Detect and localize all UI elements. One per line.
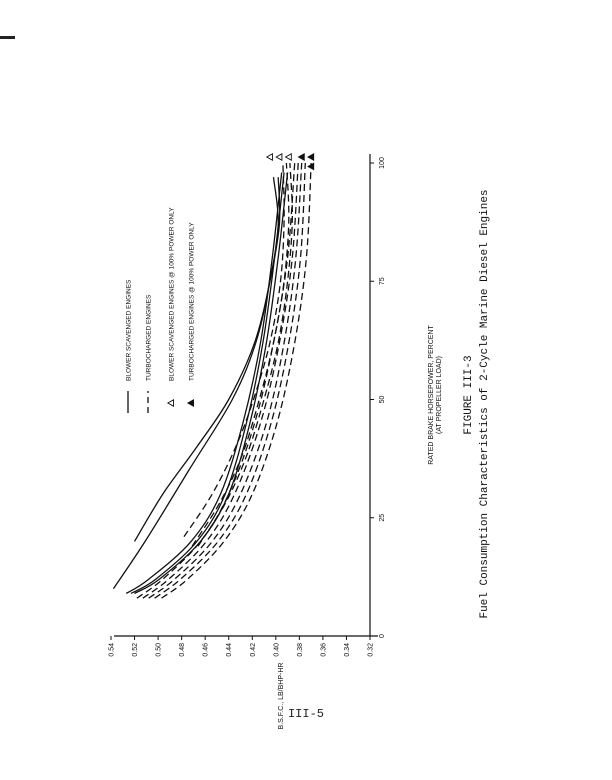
y-tick-label: 0.48 (179, 643, 186, 657)
y-tick-label: 0.46 (203, 643, 210, 657)
blower-100pct-marker (265, 153, 273, 161)
blower-scavenged-engine-curve (134, 172, 289, 594)
x-tick-label: 50 (379, 396, 386, 404)
turbocharged-100pct-marker (307, 162, 315, 171)
legend-filled-triangle-icon (186, 399, 195, 407)
turbocharged-engine-curve (136, 162, 296, 599)
legend-label: BLOWER SCAVENGED ENGINES @ 100% POWER ON… (169, 207, 176, 381)
x-tick-label: 25 (379, 514, 386, 522)
plot-area: 0.54 0.52 0.50 0.48 0.46 0.44 0.42 0.40 0.38 0.36… (109, 153, 386, 657)
legend-open-triangle-icon (166, 399, 175, 407)
y-tick-label: 0.42 (250, 643, 257, 657)
chart-title: Fuel Consumption Characteristics of 2-Cy… (479, 189, 491, 618)
axis-labels: B.S.F.C., LB/BHP-HR RATED BRAKE HORSEPOW… (278, 189, 491, 729)
turbocharged-100pct-marker (307, 153, 315, 161)
turbocharged-engine-curve (148, 162, 303, 599)
legend: BLOWER SCAVENGED ENGINES TURBOCHARGED ENG… (126, 207, 196, 413)
y-tick-label: 0.34 (344, 643, 351, 657)
legend-label: BLOWER SCAVENGED ENGINES (126, 279, 133, 381)
turbocharged-engine-curve (142, 162, 299, 599)
y-tick-label: 0.32 (368, 643, 375, 657)
x-tick-label: 75 (379, 277, 386, 285)
legend-label: TURBOCHARGED ENGINES (146, 294, 153, 381)
y-tick-label: 0.54 (109, 643, 116, 657)
turbocharged-100pct-marker (297, 153, 305, 161)
blower-scavenged-engine-curve (112, 177, 279, 590)
y-tick-label: 0.40 (273, 643, 280, 657)
blower-scavenged-engine-curve (130, 172, 285, 594)
legend-label: TURBOCHARGED ENGINES @ 100% POWER ONLY (189, 222, 196, 381)
y-tick-label: 0.50 (156, 643, 163, 657)
turbocharged-engine-curve (197, 162, 293, 547)
x-axis-title: RATED BRAKE HORSEPOWER, PERCENT (428, 325, 435, 465)
blower-scavenged-engine-curve (125, 172, 283, 594)
y-tick-label: 0.52 (132, 643, 139, 657)
x-tick-label: 100 (379, 157, 386, 169)
x-axis-subtitle: (AT PROPELLER LOAD) (436, 356, 443, 434)
turbocharged-engine-curve (191, 162, 290, 547)
y-tick-label: 0.44 (226, 643, 233, 657)
turbocharged-engine-curve (161, 162, 312, 599)
y-axis-title: B.S.F.C., LB/BHP-HR (278, 663, 285, 730)
scan-edge-mark (0, 36, 15, 39)
y-tick-label: 0.38 (297, 643, 304, 657)
turbocharged-engine-curve (154, 162, 306, 599)
page-number: III-5 (287, 707, 324, 721)
x-tick-label: 0 (379, 634, 386, 638)
turbocharged-engine-curve (183, 162, 285, 538)
figure-number: FIGURE III-3 (463, 355, 475, 434)
blower-100pct-marker (275, 153, 283, 161)
blower-100pct-marker (284, 153, 292, 161)
y-tick-label: 0.36 (320, 643, 327, 657)
blower-scavenged-engine-curve (133, 177, 281, 542)
